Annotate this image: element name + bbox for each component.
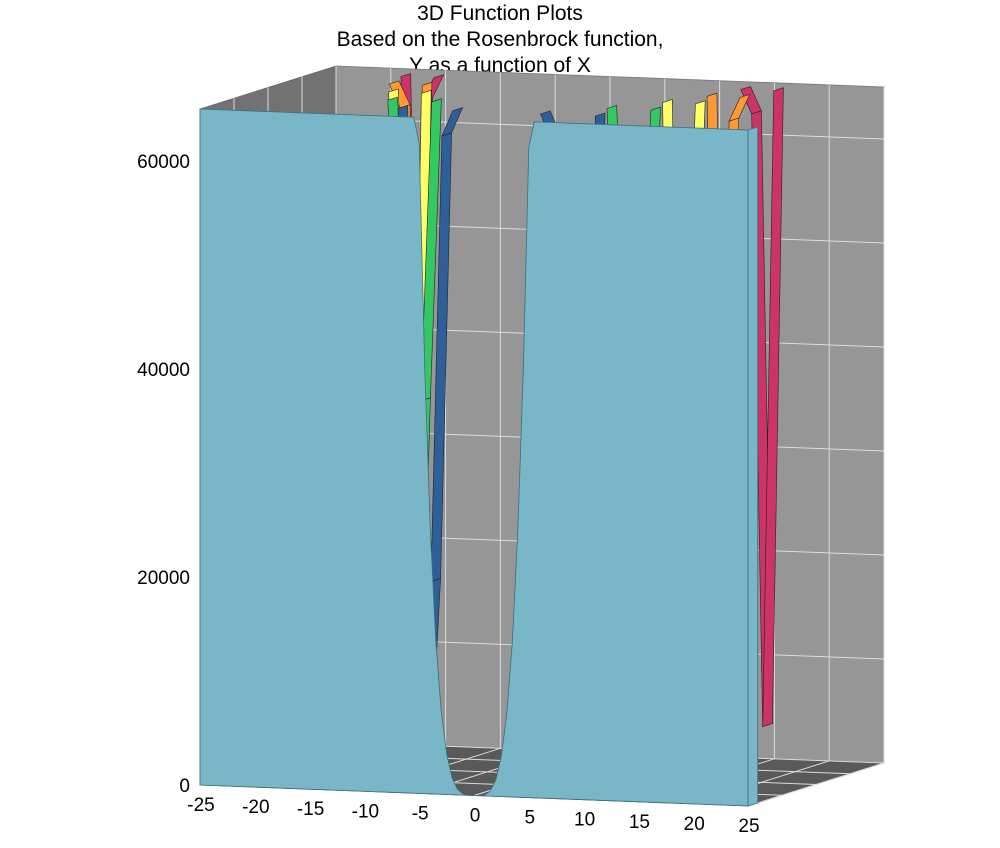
ribbon-segment	[728, 94, 751, 122]
y-tick-label: 40000	[137, 360, 190, 381]
area-side	[747, 126, 759, 807]
chart-title-line-1: 3D Function Plots	[417, 2, 583, 25]
x-tick-label: 5	[525, 808, 536, 829]
area-face	[199, 108, 749, 807]
y-tick-label: 60000	[137, 152, 190, 173]
x-tick-label: 0	[470, 806, 481, 827]
x-tick-label: -15	[297, 799, 324, 820]
y-tick-label: 0	[179, 776, 190, 797]
y-tick-label: 20000	[137, 568, 190, 589]
series-z-0	[199, 108, 759, 807]
ribbon-segment	[441, 107, 464, 137]
x-tick-label: -10	[352, 801, 379, 822]
x-tick-label: -20	[242, 797, 269, 818]
x-tick-label: 15	[629, 812, 650, 833]
ribbon-segment	[762, 87, 784, 728]
x-tick-label: -5	[412, 803, 429, 824]
chart-title-line-2: Based on the Rosenbrock function,	[336, 28, 664, 51]
ribbon-segment	[420, 98, 442, 402]
x-tick-label: -25	[187, 795, 214, 816]
x-tick-label: 20	[684, 814, 705, 835]
grid-line-x	[747, 87, 885, 807]
x-tick-label: 10	[574, 810, 595, 831]
x-tick-label: 25	[738, 816, 759, 837]
